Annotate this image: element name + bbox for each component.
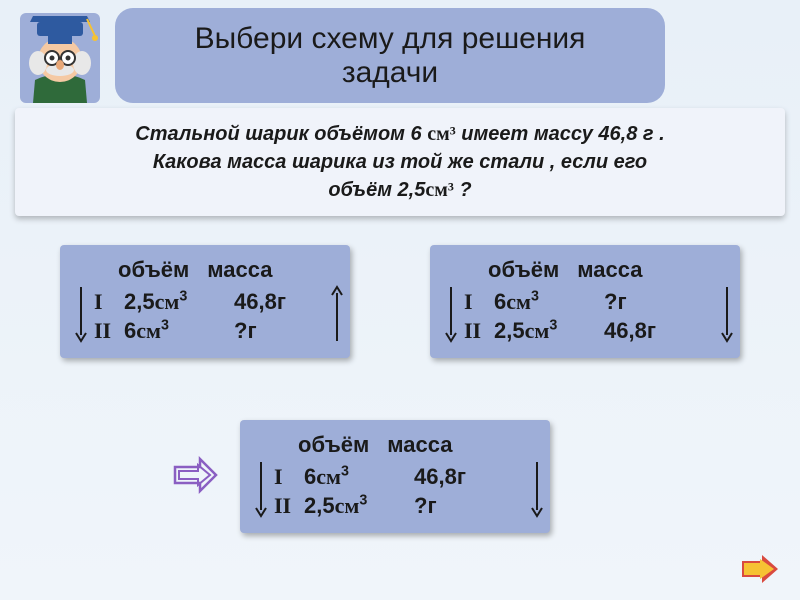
scheme-option-3[interactable]: объём масса I 6см3 46,8г II 2,5см3 ?г bbox=[240, 420, 550, 533]
scheme-option-2[interactable]: объём масса I 6см3 ?г II 2,5см3 46,8г bbox=[430, 245, 740, 358]
professor-icon bbox=[15, 8, 105, 108]
header-volume: объём bbox=[298, 430, 369, 460]
pointer-icon bbox=[170, 455, 220, 495]
arrow-down-icon bbox=[530, 460, 544, 518]
page-title: Выбери схему для решения задачи bbox=[115, 8, 665, 103]
arrow-down-icon bbox=[444, 285, 458, 343]
arrow-down-icon bbox=[74, 285, 88, 343]
problem-statement: Стальной шарик объёмом 6 см³ имеет массу… bbox=[15, 108, 785, 216]
next-button[interactable] bbox=[740, 553, 780, 585]
header-volume: объём bbox=[118, 255, 189, 285]
arrow-up-icon bbox=[330, 285, 344, 343]
header-volume: объём bbox=[488, 255, 559, 285]
header-mass: масса bbox=[387, 430, 452, 460]
title-text: Выбери схему для решения задачи bbox=[145, 22, 635, 90]
arrow-right-icon bbox=[740, 553, 780, 585]
arrow-down-icon bbox=[720, 285, 734, 343]
header-mass: масса bbox=[207, 255, 272, 285]
arrow-down-icon bbox=[254, 460, 268, 518]
scheme-option-1[interactable]: объём масса I 2,5см3 46,8г II 6см3 ?г bbox=[60, 245, 350, 358]
header-mass: масса bbox=[577, 255, 642, 285]
